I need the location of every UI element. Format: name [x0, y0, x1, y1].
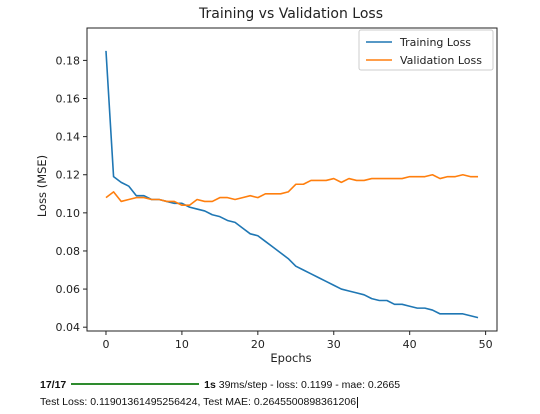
console-time: 1s: [204, 379, 216, 391]
plot-series: [106, 51, 478, 318]
console-progress-line: 17/17 1s 39ms/step - loss: 0.1199 - mae:…: [40, 379, 400, 391]
x-tick-label: 50: [479, 338, 493, 351]
y-tick-label: 0.16: [56, 93, 81, 106]
y-tick-label: 0.14: [56, 131, 81, 144]
console-test-result: Test Loss: 0.11901361495256424, Test MAE…: [40, 396, 356, 408]
y-tick-label: 0.08: [56, 245, 81, 258]
training-loss-line: [106, 51, 478, 318]
y-tick-label: 0.10: [56, 207, 81, 220]
chart-title: Training vs Validation Loss: [198, 6, 383, 22]
text-cursor: [357, 397, 358, 408]
y-tick-label: 0.04: [56, 321, 81, 334]
x-tick-label: 30: [327, 338, 341, 351]
x-axis-label: Epochs: [270, 351, 311, 365]
y-axis-label: Loss (MSE): [35, 155, 49, 217]
y-tick-label: 0.12: [56, 169, 81, 182]
loss-chart: Training vs Validation Loss 0.04 0.06 0.08…: [0, 0, 540, 372]
plot-frame: [87, 28, 497, 331]
console-progress-bar: [71, 383, 199, 385]
legend: Training Loss Validation Loss: [359, 30, 493, 70]
console-result-line: Test Loss: 0.11901361495256424, Test MAE…: [40, 396, 358, 408]
y-tick-label: 0.06: [56, 283, 81, 296]
x-tick-label: 0: [102, 338, 109, 351]
x-tick-label: 40: [403, 338, 417, 351]
x-axis: 0 10 20 30 40 50: [102, 331, 492, 351]
x-tick-label: 20: [251, 338, 265, 351]
console-metrics: 39ms/step - loss: 0.1199 - mae: 0.2665: [216, 379, 400, 391]
validation-loss-line: [106, 175, 478, 205]
legend-label-training: Training Loss: [399, 36, 471, 49]
y-tick-label: 0.18: [56, 54, 81, 67]
legend-label-validation: Validation Loss: [400, 54, 482, 67]
x-tick-label: 10: [175, 338, 189, 351]
console-step: 17/17: [40, 379, 66, 391]
y-axis: 0.04 0.06 0.08 0.10 0.12 0.14 0.16 0.18: [56, 54, 88, 334]
